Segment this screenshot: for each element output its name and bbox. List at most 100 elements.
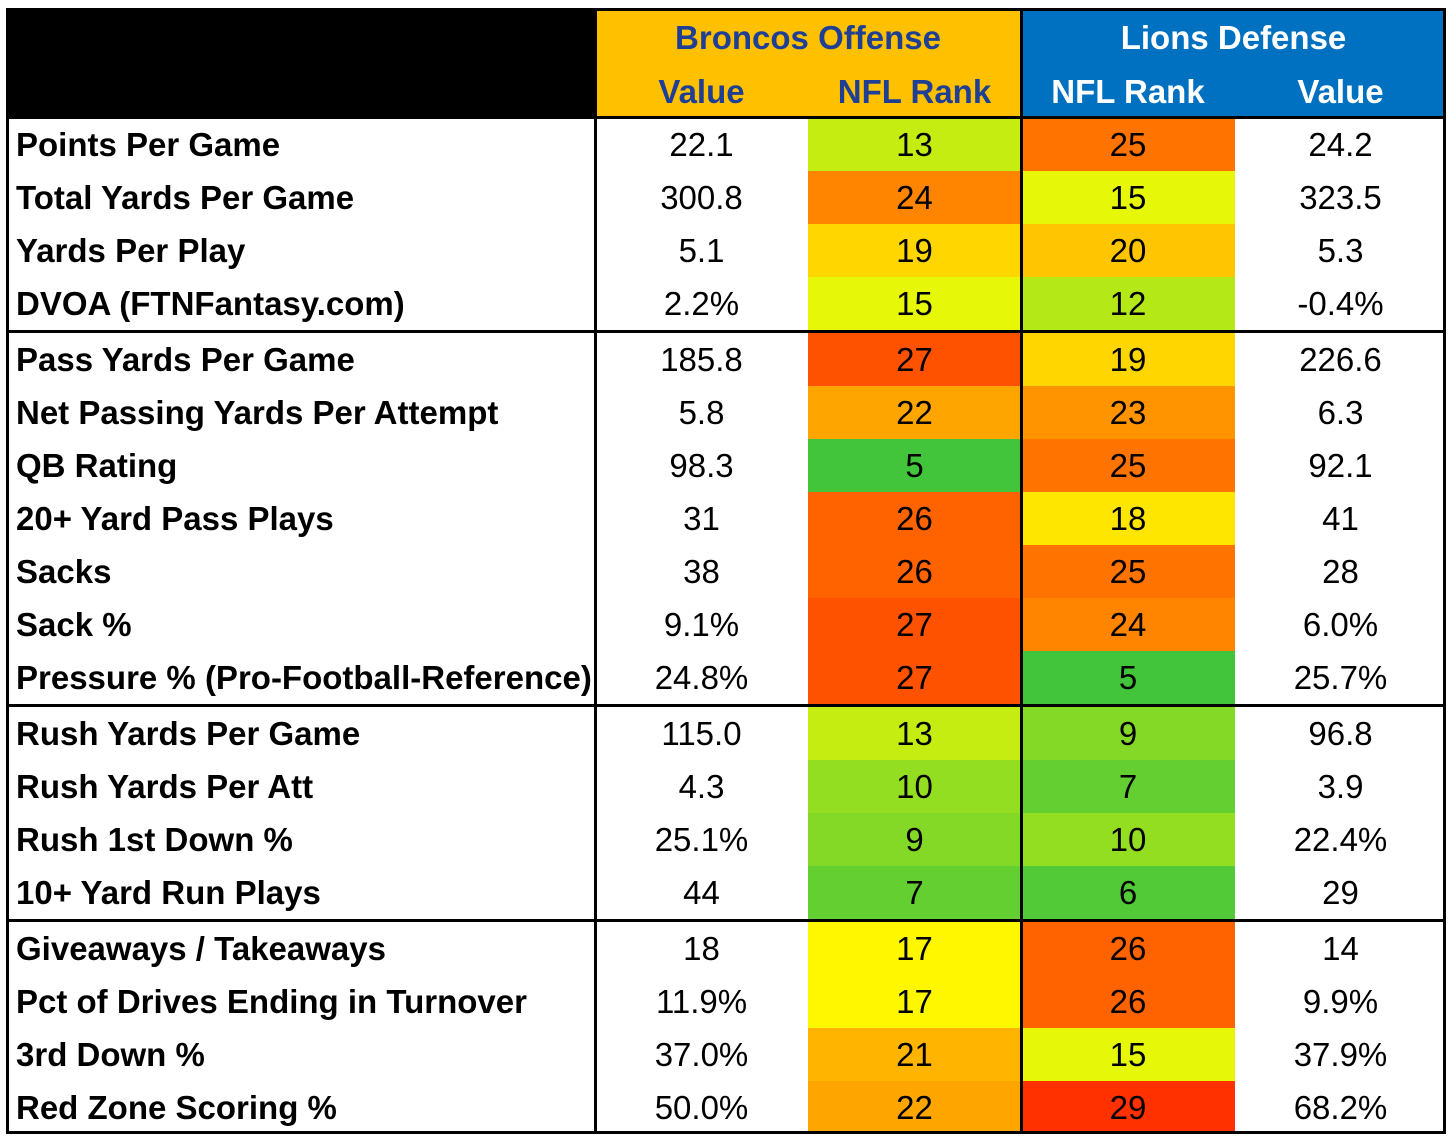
lions-defense-rank: 7	[1021, 760, 1235, 813]
lions-defense-rank: 6	[1021, 866, 1235, 919]
broncos-offense-rank: 24	[808, 171, 1021, 224]
row-label: Points Per Game	[16, 125, 281, 163]
broncos-offense-value: 50.0%	[654, 1088, 749, 1126]
row-label: Net Passing Yards Per Attempt	[16, 393, 499, 431]
broncos-offense-rank: 13	[808, 118, 1021, 171]
column-header: NFL Rank	[837, 73, 992, 110]
lions-defense-value: 9.9%	[1302, 982, 1379, 1020]
lions-defense-rank: 20	[1021, 224, 1235, 277]
broncos-offense-rank: 13	[808, 707, 1021, 760]
lions-defense-rank: 10	[1021, 813, 1235, 866]
table-border-left	[6, 8, 9, 1134]
lions-defense-rank: 24	[1021, 598, 1235, 651]
broncos-offense-rank: 26	[808, 492, 1021, 545]
lions-defense-rank: 12	[1021, 277, 1235, 330]
row-label: QB Rating	[16, 446, 178, 484]
lions-defense-value: 25.7%	[1293, 658, 1388, 696]
stats-comparison-table: Broncos Offense Lions Defense Value NFL Ran…	[6, 8, 1446, 1136]
lions-defense-rank: 9	[1021, 707, 1235, 760]
row-label: Rush 1st Down %	[16, 820, 293, 858]
lions-defense-rank: 29	[1021, 1081, 1235, 1134]
lions-defense-value: 5.3	[1317, 231, 1364, 269]
header-corner	[6, 8, 595, 118]
broncos-offense-value: 98.3	[669, 446, 734, 484]
broncos-offense-value: 38	[683, 552, 720, 590]
broncos-offense-value: 4.3	[678, 767, 725, 805]
row-label: Red Zone Scoring %	[16, 1088, 337, 1126]
row-label: 20+ Yard Pass Plays	[16, 499, 334, 537]
column-header: Value	[1297, 73, 1384, 110]
group-header-broncos-offense: Broncos Offense	[675, 19, 941, 56]
broncos-offense-rank: 26	[808, 545, 1021, 598]
lions-defense-rank: 26	[1021, 975, 1235, 1028]
broncos-offense-value: 37.0%	[654, 1035, 749, 1073]
lions-defense-value: 92.1	[1308, 446, 1373, 484]
lions-defense-value: 323.5	[1299, 178, 1382, 216]
row-label: Pct of Drives Ending in Turnover	[16, 982, 527, 1020]
broncos-offense-rank: 27	[808, 333, 1021, 386]
section-separator	[6, 704, 1446, 707]
column-header: Value	[658, 73, 745, 110]
broncos-offense-value: 5.8	[678, 393, 725, 431]
lions-defense-rank: 23	[1021, 386, 1235, 439]
lions-defense-value: 22.4%	[1293, 820, 1388, 858]
lions-defense-rank: 26	[1021, 922, 1235, 975]
broncos-offense-value: 18	[683, 929, 720, 967]
section-separator	[6, 330, 1446, 333]
lions-defense-rank: 5	[1021, 651, 1235, 704]
lions-defense-value: 14	[1322, 929, 1359, 967]
broncos-offense-value: 22.1	[669, 125, 734, 163]
broncos-offense-rank: 9	[808, 813, 1021, 866]
broncos-offense-rank: 21	[808, 1028, 1021, 1081]
broncos-offense-rank: 22	[808, 1081, 1021, 1134]
lions-defense-value: 41	[1322, 499, 1359, 537]
lions-defense-rank: 25	[1021, 545, 1235, 598]
broncos-header-bg	[595, 8, 1021, 118]
lions-header-bg	[1021, 8, 1446, 118]
broncos-offense-value: 9.1%	[663, 605, 740, 643]
lions-defense-value: 96.8	[1308, 714, 1373, 752]
row-label: 3rd Down %	[16, 1035, 205, 1073]
row-label: 10+ Yard Run Plays	[16, 873, 321, 911]
column-header: NFL Rank	[1051, 73, 1205, 110]
broncos-offense-value: 115.0	[661, 714, 742, 752]
row-label: Sacks	[16, 552, 112, 590]
lions-defense-rank: 25	[1021, 439, 1235, 492]
lions-defense-value: 24.2	[1308, 125, 1373, 163]
group-header-lions-defense: Lions Defense	[1120, 19, 1347, 56]
broncos-offense-rank: 27	[808, 651, 1021, 704]
broncos-offense-rank: 22	[808, 386, 1021, 439]
broncos-offense-value: 25.1%	[654, 820, 749, 858]
row-label: DVOA (FTNFantasy.com)	[16, 284, 405, 322]
lions-defense-rank: 15	[1021, 1028, 1235, 1081]
section-separator	[6, 919, 1446, 922]
broncos-offense-value: 31	[683, 499, 720, 537]
broncos-offense-rank: 15	[808, 277, 1021, 330]
table-border-bottom	[6, 1131, 1446, 1134]
lions-defense-value: 3.9	[1317, 767, 1364, 805]
row-label: Giveaways / Takeaways	[16, 929, 386, 967]
row-label: Rush Yards Per Att	[16, 767, 314, 805]
lions-defense-value: 6.3	[1317, 393, 1364, 431]
broncos-offense-rank: 17	[808, 975, 1021, 1028]
broncos-offense-value: 185.8	[660, 340, 743, 378]
broncos-offense-value: 44	[683, 873, 720, 911]
lions-defense-value: 28	[1322, 552, 1359, 590]
row-label: Total Yards Per Game	[16, 178, 355, 216]
lions-defense-rank: 25	[1021, 118, 1235, 171]
broncos-offense-rank: 10	[808, 760, 1021, 813]
lions-defense-value: 68.2%	[1293, 1088, 1388, 1126]
broncos-offense-value: 2.2%	[663, 284, 740, 322]
lions-defense-rank: 15	[1021, 171, 1235, 224]
lions-defense-value: 226.6	[1299, 340, 1382, 378]
row-label: Yards Per Play	[16, 231, 246, 269]
broncos-offense-rank: 19	[808, 224, 1021, 277]
row-label: Rush Yards Per Game	[16, 714, 361, 752]
row-label: Pass Yards Per Game	[16, 340, 355, 378]
row-label: Sack %	[16, 605, 132, 643]
row-label: Pressure % (Pro-Football-Reference)	[16, 658, 592, 696]
header-separator	[6, 116, 1446, 119]
lions-defense-rank: 19	[1021, 333, 1235, 386]
lions-defense-value: 37.9%	[1293, 1035, 1388, 1073]
broncos-offense-value: 300.8	[660, 178, 743, 216]
